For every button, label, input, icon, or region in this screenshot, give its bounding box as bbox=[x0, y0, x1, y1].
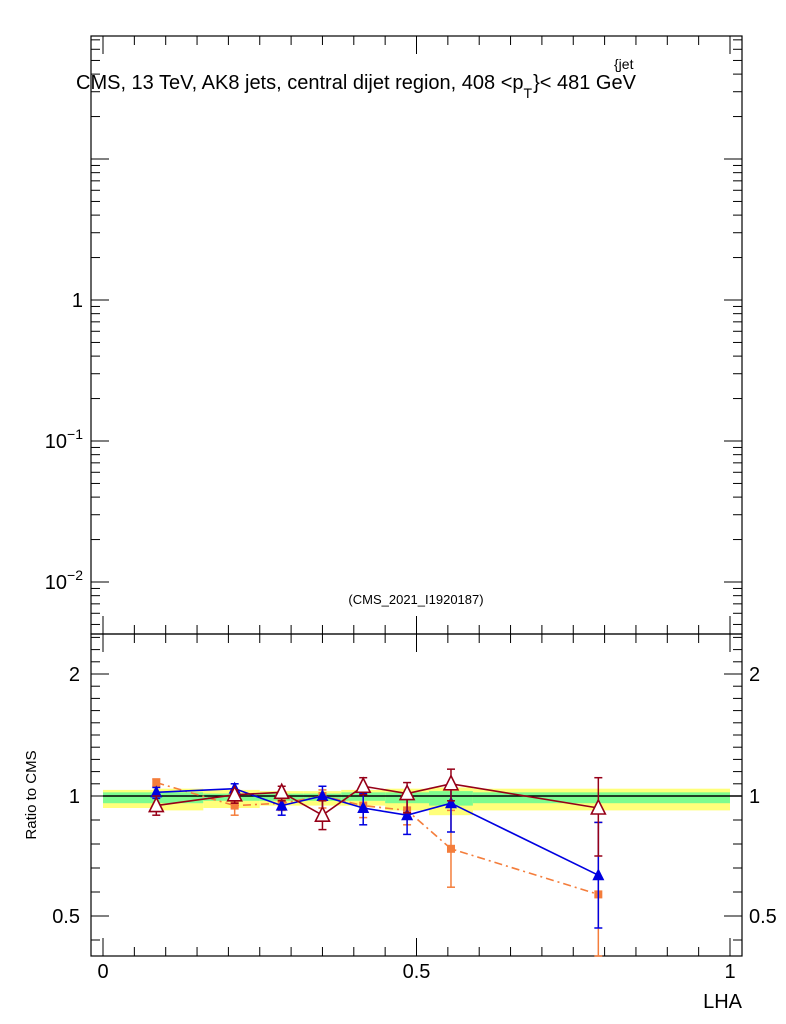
ratio-axis-ticks bbox=[91, 634, 742, 956]
x-axis-label: LHA bbox=[703, 991, 743, 1013]
main-panel-frame bbox=[90, 35, 743, 635]
main-y-tick-label: 10−1 bbox=[45, 426, 83, 453]
marker-darkred bbox=[314, 805, 331, 823]
ratio-series-group bbox=[148, 768, 607, 957]
marker-blue bbox=[150, 785, 163, 798]
marker-darkred bbox=[398, 783, 416, 801]
ratio-y-tick-label-left: 0.5 bbox=[52, 906, 80, 928]
y-axis-label: Ratio to CMS bbox=[23, 750, 40, 839]
series-line-blue bbox=[156, 787, 599, 876]
band-green bbox=[103, 792, 154, 804]
band-green bbox=[153, 792, 204, 804]
chart-title-subscript: T bbox=[524, 85, 533, 101]
ratio-y-tick-label-left: 1 bbox=[69, 786, 80, 808]
tick-label-exponent: −1 bbox=[67, 426, 83, 442]
main-y-tick-labels: 110−110−2 bbox=[45, 290, 83, 594]
main-y-tick-label: 1 bbox=[72, 290, 83, 312]
marker-orange bbox=[230, 801, 239, 810]
ratio-x-tick-labels: 0 0.5 1 bbox=[97, 961, 735, 983]
ratio-x-tick-label: 0.5 bbox=[403, 961, 431, 983]
marker-darkred bbox=[273, 782, 290, 800]
ratio-x-tick-label: 0 bbox=[97, 961, 108, 983]
band-green bbox=[472, 792, 730, 804]
marker-blue bbox=[592, 868, 605, 881]
marker-blue bbox=[316, 789, 329, 801]
ratio-x-tick-label: 1 bbox=[724, 961, 735, 983]
tick-label-base: 10 bbox=[45, 572, 67, 594]
marker-darkred bbox=[442, 774, 460, 791]
ratio-y-tick-label-right: 2 bbox=[749, 664, 760, 686]
marker-orange bbox=[152, 778, 161, 787]
tick-label-exponent: −2 bbox=[67, 567, 83, 583]
ratio-y-tick-label-right: 0.5 bbox=[749, 906, 777, 928]
ratio-y-tick-labels-left: 210.5 bbox=[52, 664, 80, 928]
marker-darkred bbox=[148, 795, 165, 813]
series-line-darkred bbox=[156, 782, 599, 817]
chart-title-tail: }< 481 GeV bbox=[533, 72, 637, 94]
marker-blue bbox=[444, 796, 457, 809]
ratio-y-tick-labels-right: 210.5 bbox=[749, 664, 777, 928]
marker-darkred bbox=[354, 776, 372, 794]
tick-label-base: 10 bbox=[45, 431, 67, 453]
analysis-annotation: (CMS_2021_I1920187) bbox=[348, 592, 483, 607]
main-y-tick-label: 10−2 bbox=[45, 567, 83, 594]
main-axis-ticks bbox=[91, 36, 742, 634]
chart-title-superscript: {jet bbox=[614, 56, 634, 72]
marker-blue bbox=[357, 801, 370, 813]
ratio-y-tick-label-right: 1 bbox=[749, 786, 760, 808]
marker-orange bbox=[446, 844, 455, 853]
marker-blue bbox=[401, 808, 414, 821]
chart-title-main: CMS, 13 TeV, AK8 jets, central dijet reg… bbox=[76, 72, 524, 94]
marker-blue bbox=[275, 798, 288, 811]
marker-darkred bbox=[226, 784, 243, 802]
series-darkred bbox=[148, 768, 607, 857]
marker-darkred bbox=[590, 798, 607, 815]
chart-title: CMS, 13 TeV, AK8 jets, central dijet reg… bbox=[76, 72, 637, 101]
ratio-y-tick-label-left: 2 bbox=[69, 664, 80, 686]
